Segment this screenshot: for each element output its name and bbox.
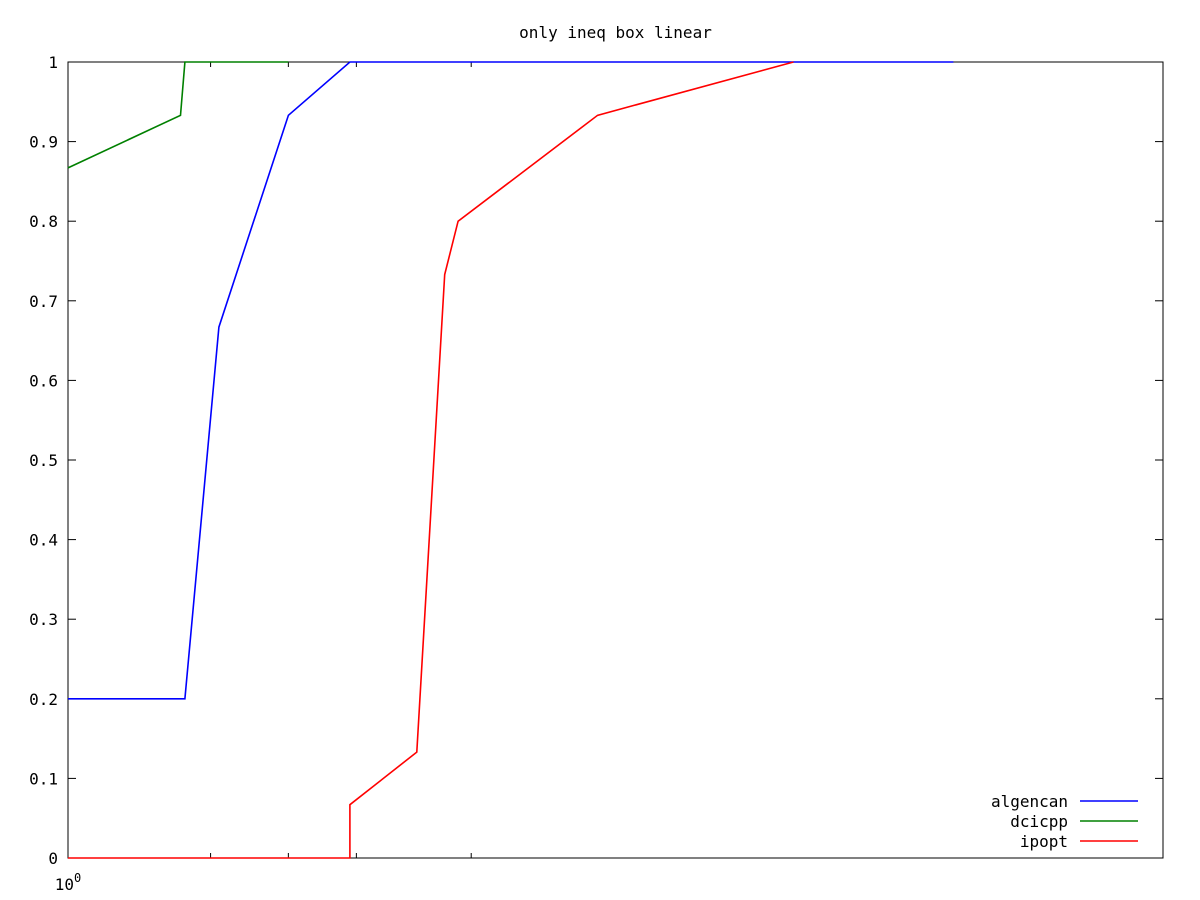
- plot-frame: [67, 61, 1164, 859]
- y-tick-label: 1: [48, 53, 58, 72]
- legend-label: ipopt: [1020, 832, 1068, 851]
- y-tick-label: 0.5: [29, 451, 58, 470]
- y-tick-label: 0.6: [29, 371, 58, 390]
- y-tick-label: 0.7: [29, 292, 58, 311]
- y-tick-label: 0.4: [29, 531, 58, 550]
- y-tick-label: 0.2: [29, 690, 58, 709]
- y-tick-label: 0.8: [29, 212, 58, 231]
- series-line-algencan: [68, 61, 954, 700]
- legend-label: dcicpp: [1010, 812, 1068, 831]
- legend-label: algencan: [991, 792, 1068, 811]
- series-line-ipopt: [68, 61, 794, 859]
- y-tick-label: 0.1: [29, 769, 58, 788]
- x-axis: 100: [55, 62, 472, 894]
- y-tick-label: 0.3: [29, 610, 58, 629]
- y-axis: 0 0.1 0.2 0.3 0.4 0.5 0.6 0.7 0.8 0.9 1: [29, 53, 1163, 868]
- x-tick-label: 100: [55, 871, 82, 894]
- y-tick-label: 0.9: [29, 133, 58, 152]
- chart-title: only ineq box linear: [519, 23, 712, 42]
- series-layer: [67, 61, 954, 859]
- y-tick-label: 0: [48, 849, 58, 868]
- series-line-dcicpp: [67, 61, 289, 169]
